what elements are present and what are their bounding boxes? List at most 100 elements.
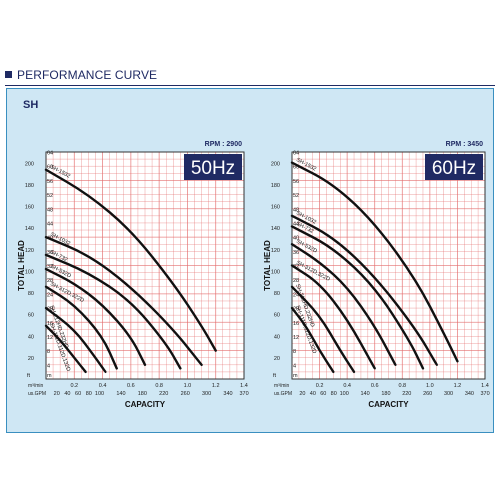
y-tick-ft: 140	[25, 226, 34, 232]
hz-badge	[184, 154, 242, 180]
x-tick-gpm: 80	[331, 391, 337, 397]
x-tick-gpm: 60	[75, 391, 81, 397]
y-tick-m: 48	[293, 207, 299, 213]
y-tick-ft: 120	[271, 248, 280, 254]
curve-sh-111d-112d-132d	[44, 324, 87, 374]
y-tick-m: 32	[47, 264, 53, 270]
curve-sh-312d-322d	[290, 264, 376, 370]
x-tick-gpm: 140	[360, 391, 369, 397]
x-tick-gpm: 340	[465, 391, 474, 397]
x-tick-gpm: 20	[299, 391, 305, 397]
x-tick-gpm: 40	[64, 391, 70, 397]
rpm-label: RPM : 2900	[205, 141, 242, 148]
x-tick-m3: 1.4	[481, 383, 489, 389]
x-unit-gpm: us.GPM	[274, 391, 292, 397]
y-tick-ft: 120	[25, 248, 34, 254]
curve-sh-532d	[290, 243, 397, 367]
x-tick-gpm: 300	[202, 391, 211, 397]
header-divider	[5, 85, 495, 86]
curve-sh-111d-112d-132d	[290, 306, 335, 374]
y-axis-label: TOTAL HEAD	[17, 240, 26, 291]
y-tick-ft: 200	[25, 161, 34, 167]
y-tick-m: 16	[293, 321, 299, 327]
y-tick-m: 28	[47, 278, 53, 284]
y-unit-ft: ft	[27, 373, 31, 379]
y-tick-m: 60	[293, 165, 299, 171]
curve-sh-732	[44, 253, 182, 370]
y-tick-m: 56	[293, 179, 299, 185]
x-unit-m3: m³/min	[274, 383, 289, 389]
x-tick-m3: 1.2	[212, 383, 220, 389]
y-tick-m: 20	[293, 307, 299, 313]
y-tick-m: 44	[47, 221, 53, 227]
x-tick-gpm: 180	[381, 391, 390, 397]
x-tick-gpm: 100	[340, 391, 349, 397]
performance-panel: SH RPM : 2900 50Hz 4 8 12 16 20 24 28 32 36 40 44 48 5…	[6, 88, 494, 433]
x-tick-gpm: 220	[402, 391, 411, 397]
x-tick-m3: 1.0	[184, 383, 192, 389]
y-tick-ft: 20	[274, 356, 280, 362]
y-tick-ft: 200	[271, 161, 280, 167]
x-tick-m3: 0.2	[316, 383, 324, 389]
x-axis-label: CAPACITY	[368, 400, 409, 409]
x-tick-m3: 1.0	[426, 383, 434, 389]
x-tick-gpm: 300	[444, 391, 453, 397]
x-tick-m3: 0.2	[70, 383, 78, 389]
x-unit-m3: m³/min	[28, 383, 43, 389]
x-tick-gpm: 370	[480, 391, 489, 397]
y-tick-ft: 140	[271, 226, 280, 232]
y-unit-m: m	[47, 373, 52, 379]
x-tick-gpm: 80	[86, 391, 92, 397]
x-tick-m3: 0.4	[99, 383, 107, 389]
rpm-label: RPM : 3450	[446, 141, 483, 148]
y-tick-m: 36	[47, 250, 53, 256]
y-tick-ft: 40	[274, 334, 280, 340]
curve-sh-1032	[290, 214, 438, 367]
y-tick-ft: 80	[274, 291, 280, 297]
y-unit-ft: ft	[273, 373, 277, 379]
y-tick-ft: 60	[28, 313, 34, 319]
y-tick-m: 4	[47, 363, 50, 369]
y-tick-m: 28	[293, 278, 299, 284]
y-tick-m: 4	[293, 363, 296, 369]
hz-badge-label: 50Hz	[191, 158, 235, 179]
y-tick-ft: 40	[28, 334, 34, 340]
curve-sh-212hd-232hd	[290, 285, 356, 374]
x-tick-m3: 0.4	[343, 383, 351, 389]
y-tick-m: 64	[293, 151, 299, 157]
x-tick-m3: 0.8	[155, 383, 163, 389]
x-tick-m3: 1.4	[240, 383, 248, 389]
hz-badge	[425, 154, 483, 180]
curve-sh-1032	[44, 235, 203, 367]
panel-title: SH	[23, 99, 39, 111]
y-tick-m: 64	[47, 151, 53, 157]
x-tick-gpm: 220	[159, 391, 168, 397]
y-tick-ft: 80	[28, 291, 34, 297]
y-tick-m: 36	[293, 250, 299, 256]
y-tick-m: 52	[293, 193, 299, 199]
x-tick-gpm: 40	[310, 391, 316, 397]
x-tick-gpm: 60	[320, 391, 326, 397]
y-tick-m: 12	[293, 335, 299, 341]
y-tick-m: 24	[293, 292, 299, 298]
x-tick-m3: 0.6	[127, 383, 135, 389]
curve-sh-532d	[44, 267, 147, 367]
y-tick-m: 56	[47, 179, 53, 185]
x-tick-gpm: 340	[223, 391, 232, 397]
plot-border	[45, 151, 245, 380]
y-tick-m: 44	[293, 221, 299, 227]
x-tick-gpm: 260	[181, 391, 190, 397]
y-tick-ft: 60	[274, 313, 280, 319]
x-tick-gpm: 370	[239, 391, 248, 397]
chart-60hz: RPM : 345060Hz48121620242832364044485256…	[263, 141, 490, 409]
x-tick-gpm: 140	[116, 391, 125, 397]
y-tick-m: 8	[47, 349, 50, 355]
y-tick-m: 52	[47, 193, 53, 199]
y-tick-ft: 160	[271, 205, 280, 211]
chart-50hz: RPM : 290050Hz48121620242832364044485256…	[17, 141, 249, 409]
x-tick-gpm: 260	[423, 391, 432, 397]
y-tick-ft: 100	[271, 269, 280, 275]
x-axis-label: CAPACITY	[125, 400, 166, 409]
y-tick-ft: 160	[25, 205, 34, 211]
x-tick-m3: 0.6	[371, 383, 379, 389]
